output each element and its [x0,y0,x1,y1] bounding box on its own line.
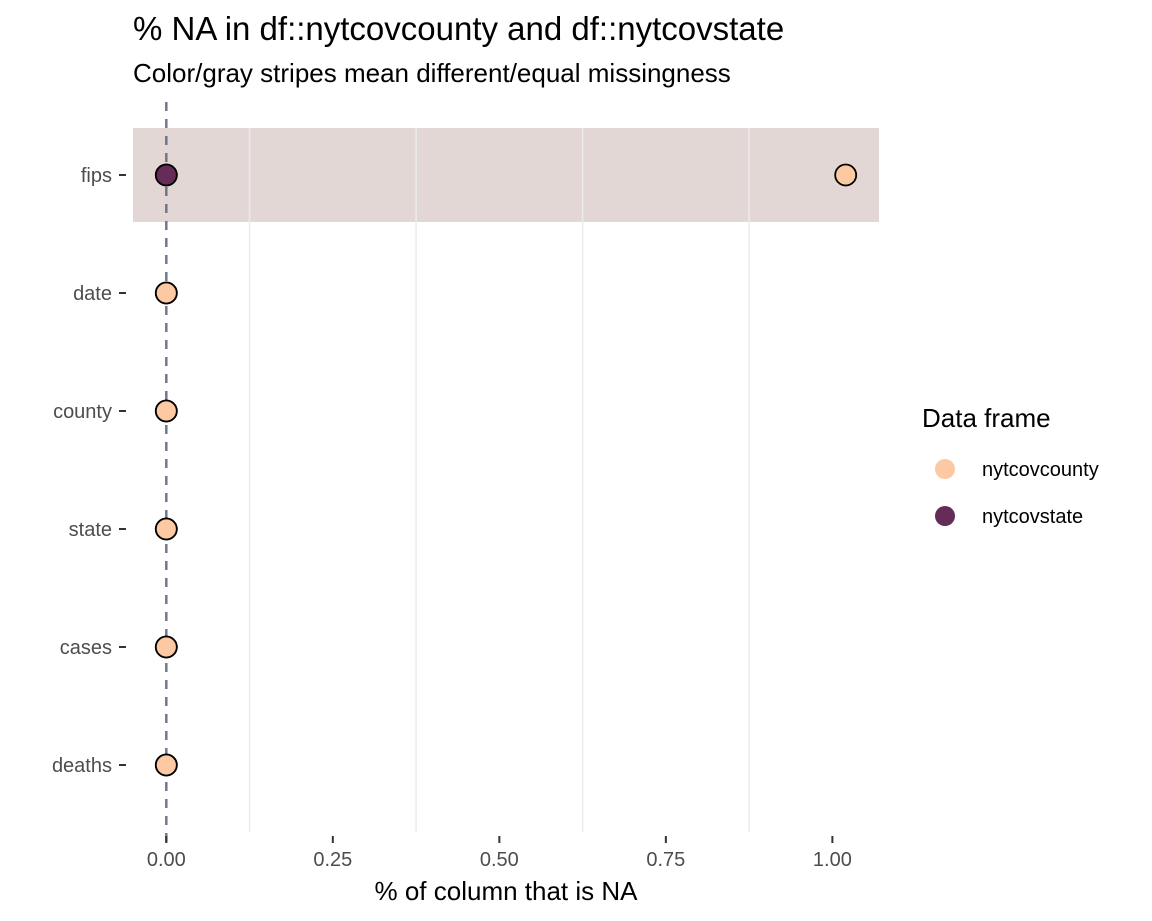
chart-subtitle: Color/gray stripes mean different/equal … [133,58,731,88]
point-nytcovcounty-county [154,399,178,423]
legend-key-nytcovstate [935,506,955,526]
x-tick-label-0.00: 0.00 [147,849,186,871]
points-layer [154,163,858,777]
x-tick-label-0.75: 0.75 [646,849,685,871]
y-tick-label-state: state [69,519,112,541]
y-tick-label-cases: cases [60,637,112,659]
x-tick-label-0.50: 0.50 [480,849,519,871]
legend-key-nytcovcounty [935,459,955,479]
x-tick-label-0.25: 0.25 [313,849,352,871]
legend-label-nytcovstate: nytcovstate [982,506,1083,528]
y-axis: fips date county state cases deaths [52,165,126,777]
stripe-fips [133,128,879,222]
point-nytcovcounty-date [154,281,178,305]
legend: Data frame nytcovcounty nytcovstate [922,403,1099,528]
legend-title: Data frame [922,403,1051,433]
y-tick-label-fips: fips [81,165,112,187]
point-nytcovcounty-state [154,517,178,541]
grid-layer [248,128,750,832]
x-tick-label-1.00: 1.00 [813,849,852,871]
x-axis-title: % of column that is NA [375,876,639,906]
y-tick-label-county: county [53,401,112,423]
stripes-layer [133,128,879,222]
x-axis: 0.00 0.25 0.50 0.75 1.00 [147,836,852,871]
legend-label-nytcovcounty: nytcovcounty [982,459,1099,481]
point-nytcovcounty-deaths [154,753,178,777]
y-tick-label-date: date [73,283,112,305]
chart-title: % NA in df::nytcovcounty and df::nytcovs… [133,10,784,47]
point-nytcovcounty-fips [834,163,858,187]
point-nytcovcounty-cases [154,635,178,659]
point-nytcovstate-fips-top [154,163,178,187]
y-tick-label-deaths: deaths [52,755,112,777]
